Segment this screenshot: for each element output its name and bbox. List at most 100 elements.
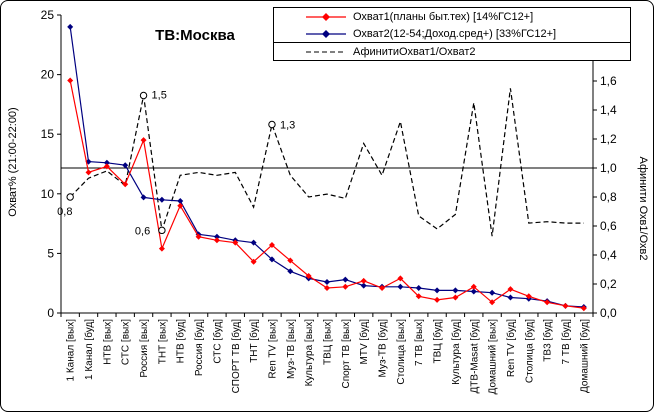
annotation-point-marker: [158, 226, 166, 235]
left-tick-label: 0: [47, 306, 54, 320]
x-axis-labels: 1 Канал [вых] 1 Канал [буд] НТВ [вых] СТС […: [66, 319, 591, 395]
diamond-marker: [434, 296, 441, 303]
diamond-marker: [195, 233, 202, 240]
diamond-marker: [268, 242, 275, 249]
diamond-marker: [324, 279, 330, 286]
diamond-marker: [177, 202, 184, 209]
annotation-point-marker: [66, 193, 74, 201]
x-tick-label: Столица [буд]: [523, 319, 535, 383]
diamond-marker: [415, 284, 422, 291]
diamond-marker: [342, 283, 349, 290]
series-markers-1: [67, 23, 587, 311]
annotations: 0,8 1,5 0,6 1,3: [57, 90, 295, 238]
ohvat1-line-marker-icon: [306, 12, 346, 21]
x-tick-label: 1 Канал [вых]: [66, 319, 77, 382]
left-axis-ticks: 0 5 10 15 20 25: [41, 8, 61, 320]
diamond-marker: [85, 169, 92, 176]
diamond-marker: [122, 181, 129, 188]
x-tick-label: СТС [буд]: [211, 319, 223, 364]
diamond-marker: [342, 276, 349, 283]
annotation-label: 0,6: [135, 225, 150, 237]
x-tick-label: ДТВ-Masat [буд]: [468, 319, 480, 394]
left-tick-label: 15: [41, 127, 55, 141]
chart-title: ТВ:Москва: [155, 27, 235, 44]
x-tick-label: 7 ТВ [вых]: [414, 319, 425, 366]
annotation-label: 0,8: [57, 206, 72, 218]
x-tick-label: Муз-ТВ [буд]: [377, 319, 389, 378]
diamond-marker: [489, 289, 496, 296]
x-tick-label: Спорт ТВ [вых]: [341, 319, 352, 389]
right-tick-label: 0,2: [600, 277, 617, 291]
x-axis-ticks: [60, 313, 594, 317]
right-tick-label: 0,4: [600, 248, 617, 262]
x-tick-label: НТВ [вых]: [102, 319, 113, 365]
diamond-marker: [158, 196, 165, 203]
diamond-marker: [562, 302, 569, 309]
diamond-marker: [360, 282, 367, 289]
x-tick-label: НТВ [буд]: [175, 319, 187, 364]
x-tick-label: ТВЦ [вых]: [323, 319, 334, 365]
right-tick-label: 0,6: [600, 219, 617, 233]
diamond-marker: [140, 137, 147, 144]
diamond-marker: [324, 284, 330, 291]
x-tick-label: СТС [вых]: [121, 319, 132, 365]
diamond-marker: [213, 237, 220, 244]
diamond-marker: [287, 257, 294, 264]
right-tick-label: 1,6: [600, 74, 617, 88]
diamond-marker: [305, 273, 312, 280]
x-tick-label: ТВЦ [буд]: [432, 319, 444, 364]
diamond-marker: [250, 258, 257, 265]
x-tick-label: Ren TV [буд]: [505, 319, 517, 377]
series-line-2: [69, 88, 584, 237]
diamond-marker: [287, 268, 294, 275]
diamond-marker: [507, 294, 514, 301]
x-tick-label: Муз-ТВ [вых]: [286, 319, 297, 379]
x-tick-label: Столица [вых]: [396, 319, 407, 385]
diamond-marker: [452, 294, 459, 301]
diamond-marker: [489, 299, 496, 306]
diamond-marker: [525, 293, 532, 300]
x-tick-label: ТВ3 [буд]: [542, 319, 554, 362]
x-tick-label: 7 ТВ [буд]: [560, 319, 572, 365]
ohvat2-line-marker-icon: [306, 29, 346, 38]
diamond-marker: [158, 245, 165, 252]
diamond-marker: [67, 77, 74, 84]
diamond-marker: [397, 283, 404, 290]
left-tick-label: 25: [41, 8, 55, 22]
x-tick-label: ТНТ [вых]: [157, 319, 168, 364]
x-tick-label: Домашний [вых]: [488, 319, 499, 395]
right-tick-label: 0,0: [600, 306, 617, 320]
diamond-marker: [452, 287, 459, 294]
x-tick-label: Культура [буд]: [450, 319, 462, 385]
right-tick-label: 1,0: [600, 161, 617, 175]
series-line-1: [69, 26, 584, 308]
diamond-marker: [470, 283, 477, 290]
legend-item-ohvat2: Охват2(12-54;Доход.сред+) [33%ГС12+]: [274, 25, 630, 43]
x-tick-label: Россия [буд]: [193, 319, 205, 376]
x-tick-label: Россия [вых]: [139, 319, 150, 378]
right-axis-ticks: 0,0 0,2 0,4 0,6 0,8 1,0 1,2 1,4 1,6: [593, 74, 617, 320]
x-tick-label: Домашний [буд]: [578, 319, 590, 393]
annotation-label: 1,5: [152, 90, 167, 102]
diamond-marker: [415, 293, 422, 300]
right-tick-label: 0,8: [600, 190, 617, 204]
x-tick-label: MTV [буд]: [358, 319, 370, 365]
diamond-marker: [250, 239, 257, 246]
left-tick-label: 10: [41, 187, 55, 201]
diamond-marker: [213, 233, 220, 240]
right-tick-label: 1,2: [600, 132, 617, 146]
legend: Охват1(планы быт.тех) [14%ГС12+] Охват2(…: [273, 7, 631, 61]
legend-label-affinity: АфинитиОхват1/Охват2: [353, 45, 476, 58]
diamond-marker: [379, 284, 386, 291]
x-tick-label: ТНТ [буд]: [248, 319, 260, 363]
diamond-marker: [544, 299, 551, 306]
legend-item-ohvat1: Охват1(планы быт.тех) [14%ГС12+]: [274, 8, 630, 25]
x-tick-label: Культура [вых]: [304, 319, 315, 387]
diamond-marker: [103, 163, 110, 170]
x-tick-label: СПОРТ ТВ [буд]: [230, 319, 242, 394]
annotation-label: 1,3: [280, 120, 295, 132]
legend-label-ohvat1: Охват1(планы быт.тех) [14%ГС12+]: [353, 10, 534, 23]
series-markers-0: [67, 77, 587, 312]
affinity-line-marker-icon: [306, 51, 346, 52]
